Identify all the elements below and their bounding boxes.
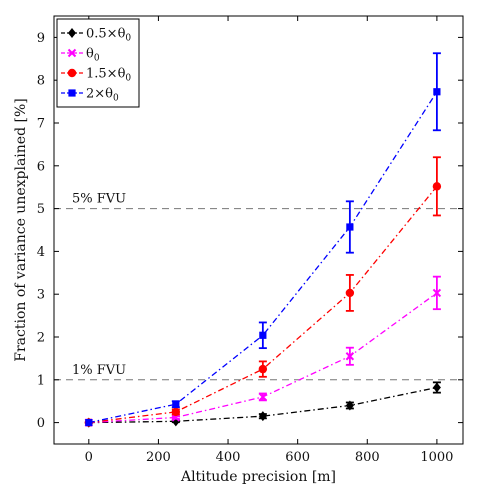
data-point-circle xyxy=(345,288,355,298)
legend-label: 1.5×θ0 xyxy=(86,67,131,84)
y-tick-label: 2 xyxy=(37,331,45,346)
data-point-circle xyxy=(432,182,442,191)
legend-entry: 1.5×θ0 xyxy=(61,67,131,84)
y-axis-label: Fraction of variance unexplained [%] xyxy=(13,98,29,361)
data-point-diamond xyxy=(432,382,441,393)
x-tick-label: 1000 xyxy=(420,450,453,465)
x-axis-label: Altitude precision [m] xyxy=(180,469,336,485)
data-point-circle xyxy=(258,364,268,374)
reference-line-label: 1% FVU xyxy=(72,363,126,378)
series-line xyxy=(88,185,438,424)
y-tick-label: 9 xyxy=(37,31,45,46)
plot-frame xyxy=(53,15,464,445)
legend-label-main: 1.5×θ xyxy=(86,67,126,82)
cross-stroke xyxy=(345,352,355,361)
cross-stroke xyxy=(432,288,442,298)
series-line xyxy=(88,91,438,424)
reference-line-label: 5% FVU xyxy=(72,192,126,207)
legend-label-main: 0.5×θ xyxy=(86,27,126,42)
y-tick-label: 3 xyxy=(37,288,45,303)
series-2 xyxy=(84,156,442,427)
data-point-diamond xyxy=(258,411,267,422)
y-tick-label: 0 xyxy=(37,416,45,431)
legend-entry: 0.5×θ0 xyxy=(61,27,131,44)
legend-entry: θ0 xyxy=(61,47,100,64)
y-tick-label: 6 xyxy=(37,159,45,174)
legend-label-main: θ xyxy=(86,47,94,62)
y-tick-label: 8 xyxy=(37,74,45,89)
legend-label-main: 2×θ xyxy=(86,87,113,102)
series-3 xyxy=(85,52,441,427)
reference-lines: 5% FVU 1% FVU xyxy=(54,192,463,381)
legend-label: θ0 xyxy=(86,47,100,64)
cross-stroke xyxy=(258,392,268,402)
legend-label: 0.5×θ0 xyxy=(86,27,131,44)
legend-label-subscript: 0 xyxy=(125,74,131,84)
cross-stroke xyxy=(67,48,77,58)
data-point-square xyxy=(172,400,180,408)
data-point-diamond xyxy=(345,400,354,411)
data-point-cross xyxy=(345,352,355,361)
data-point-circle xyxy=(171,407,181,417)
y-tick-label: 1 xyxy=(37,373,45,388)
y-tick-label: 7 xyxy=(37,117,45,132)
x-tick-label: 200 xyxy=(146,450,171,465)
data-point-square xyxy=(433,88,441,96)
x-tick-label: 400 xyxy=(216,450,241,465)
axis-ticks: 0 200 400 600 800 1000 0 1 2 3 4 5 6 7 8 9 xyxy=(37,16,463,465)
y-tick-label: 5 xyxy=(37,202,45,217)
legend-label-subscript: 0 xyxy=(125,34,131,44)
series-line xyxy=(88,292,438,424)
series-1 xyxy=(84,275,442,427)
data-point-square xyxy=(68,89,76,97)
data-point-square xyxy=(259,331,267,339)
x-tick-label: 0 xyxy=(85,450,93,465)
legend-label: 2×θ0 xyxy=(86,87,119,104)
x-tick-label: 800 xyxy=(355,450,380,465)
data-point-circle xyxy=(67,68,77,78)
data-point-square xyxy=(346,223,354,231)
data-point-diamond xyxy=(68,28,76,38)
data-point-cross xyxy=(432,288,442,298)
legend-label-subscript: 0 xyxy=(94,54,100,64)
data-point-square xyxy=(85,419,93,427)
x-tick-label: 600 xyxy=(285,450,310,465)
data-point-cross xyxy=(67,48,77,58)
legend-label-subscript: 0 xyxy=(113,94,119,104)
series-layer xyxy=(84,52,442,428)
legend-entry: 2×θ0 xyxy=(61,87,119,104)
data-point-cross xyxy=(258,392,268,402)
y-tick-label: 4 xyxy=(37,245,45,260)
series-0 xyxy=(84,381,441,428)
series-line xyxy=(88,386,438,424)
